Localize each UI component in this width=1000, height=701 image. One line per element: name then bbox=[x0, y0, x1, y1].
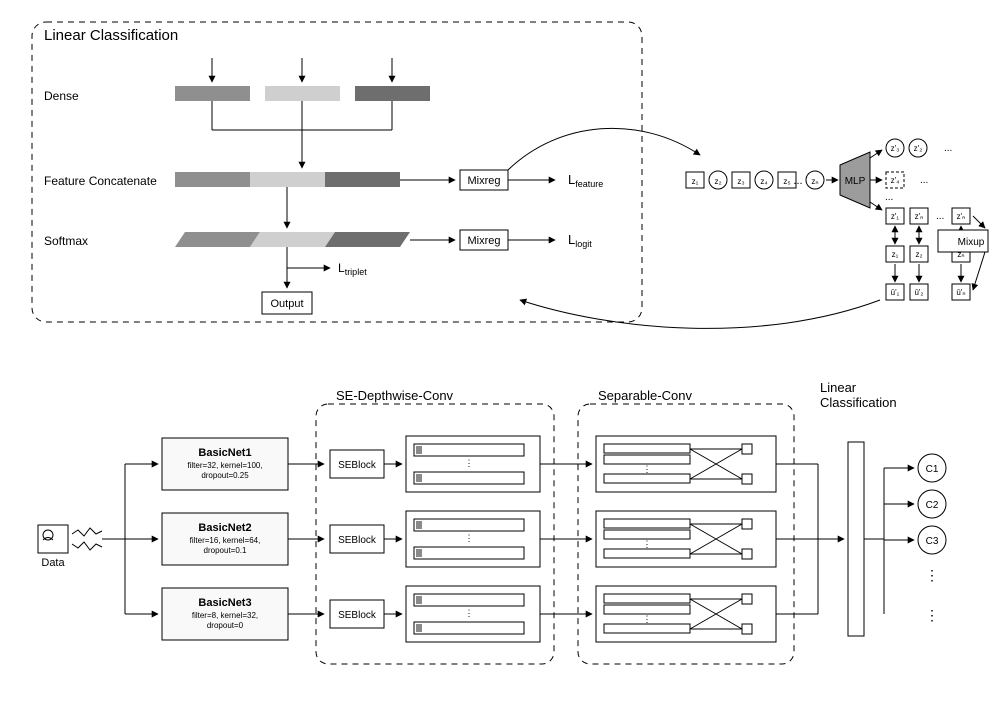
label-feature-concat: Feature Concatenate bbox=[44, 174, 157, 188]
svg-text:BasicNet3: BasicNet3 bbox=[198, 597, 251, 609]
title-linear-classification: Linear Classification bbox=[44, 27, 178, 44]
svg-text:...: ... bbox=[936, 211, 944, 222]
svg-text:SE-Depthwise-Conv: SE-Depthwise-Conv bbox=[336, 388, 454, 403]
svg-text:Mixup: Mixup bbox=[958, 237, 985, 248]
svg-text:...: ... bbox=[885, 192, 893, 203]
svg-text:⋮: ⋮ bbox=[643, 614, 652, 624]
L-logit: Llogit bbox=[568, 232, 592, 249]
svg-text:C1: C1 bbox=[926, 464, 939, 475]
svg-text:Mixreg: Mixreg bbox=[467, 175, 500, 187]
svg-text:ū'₂: ū'₂ bbox=[914, 288, 923, 297]
svg-text:...: ... bbox=[920, 175, 928, 186]
lower-pipeline: Data BasicNet1filter=32, kernel=100,drop… bbox=[38, 380, 946, 664]
svg-text:⋮: ⋮ bbox=[925, 607, 939, 623]
svg-text:z₄: z₄ bbox=[760, 177, 767, 186]
svg-text:ū'₁: ū'₁ bbox=[891, 288, 900, 297]
svg-text:dropout=0.1: dropout=0.1 bbox=[204, 546, 247, 555]
u-row: ū'₁ ū'₂ ū'ₙ bbox=[886, 284, 970, 300]
concat-a bbox=[175, 172, 250, 187]
svg-text:⋮: ⋮ bbox=[465, 458, 474, 468]
zprime-top: z'₃ z'₂ ... bbox=[886, 139, 952, 157]
svg-text:C2: C2 bbox=[926, 500, 939, 511]
svg-text:LinearClassification: LinearClassification bbox=[820, 380, 897, 410]
classifier-bar bbox=[848, 442, 864, 636]
svg-text:C3: C3 bbox=[926, 536, 939, 547]
svg-text:z'₁: z'₁ bbox=[891, 212, 900, 221]
svg-text:SEBlock: SEBlock bbox=[338, 535, 377, 546]
svg-text:z'₂: z'₂ bbox=[914, 144, 923, 153]
svg-text:Separable-Conv: Separable-Conv bbox=[598, 388, 692, 403]
svg-text:⋮: ⋮ bbox=[925, 567, 939, 583]
svg-text:z₁: z₁ bbox=[892, 250, 899, 259]
architecture-diagram: Linear Classification Dense Feature Conc… bbox=[0, 0, 1000, 701]
dense-block-a bbox=[175, 86, 250, 101]
svg-text:z'ₙ: z'ₙ bbox=[915, 212, 924, 221]
zprime-bot: z'₁ z'ₙ ... z'ₙ bbox=[886, 208, 970, 224]
svg-text:⋮: ⋮ bbox=[465, 533, 474, 543]
svg-text:⋮: ⋮ bbox=[465, 608, 474, 618]
svg-text:SEBlock: SEBlock bbox=[338, 460, 377, 471]
svg-text:BasicNet1: BasicNet1 bbox=[198, 447, 251, 459]
svg-text:dropout=0: dropout=0 bbox=[207, 621, 244, 630]
svg-text:ū'ₙ: ū'ₙ bbox=[956, 288, 965, 297]
svg-text:z'₄: z'₄ bbox=[891, 176, 900, 185]
svg-text:filter=32, kernel=100,: filter=32, kernel=100, bbox=[187, 461, 262, 470]
svg-text:SEBlock: SEBlock bbox=[338, 610, 377, 621]
dense-block-b bbox=[265, 86, 340, 101]
svg-text:dropout=0.25: dropout=0.25 bbox=[201, 471, 249, 480]
panel-linear-classification: Linear Classification Dense Feature Conc… bbox=[32, 22, 642, 322]
svg-text:MLP: MLP bbox=[845, 176, 866, 187]
svg-text:z₂: z₂ bbox=[714, 177, 721, 186]
svg-text:⋮: ⋮ bbox=[643, 539, 652, 549]
svg-text:filter=8, kernel=32,: filter=8, kernel=32, bbox=[192, 611, 258, 620]
svg-text:z₃: z₃ bbox=[737, 177, 744, 186]
mlp-cluster: z₁ z₂ z₃ z₄ z₅ zₙ ... MLP z'₃ z'₂ ... z'₄ ...… bbox=[508, 128, 988, 328]
L-triplet: Ltriplet bbox=[338, 261, 367, 277]
concat-c bbox=[325, 172, 400, 187]
dense-block-c bbox=[355, 86, 430, 101]
label-softmax: Softmax bbox=[44, 234, 88, 248]
svg-text:Data: Data bbox=[41, 557, 65, 569]
svg-text:...: ... bbox=[793, 175, 802, 187]
svg-text:⋮: ⋮ bbox=[643, 464, 652, 474]
softmax-bar bbox=[175, 232, 410, 247]
svg-text:z'₃: z'₃ bbox=[891, 144, 900, 153]
L-feature: Lfeature bbox=[568, 172, 603, 189]
label-dense: Dense bbox=[44, 89, 79, 103]
svg-text:filter=16, kernel=64,: filter=16, kernel=64, bbox=[190, 536, 261, 545]
zprime-mid: z'₄ ... bbox=[886, 172, 928, 188]
svg-text:Output: Output bbox=[270, 298, 303, 310]
svg-text:...: ... bbox=[944, 143, 952, 154]
svg-text:z'ₙ: z'ₙ bbox=[957, 212, 966, 221]
svg-text:Mixreg: Mixreg bbox=[467, 235, 500, 247]
concat-b bbox=[250, 172, 325, 187]
svg-text:zₙ: zₙ bbox=[811, 177, 818, 186]
svg-text:z₅: z₅ bbox=[783, 177, 790, 186]
svg-text:z₁: z₁ bbox=[692, 177, 699, 186]
data-icon bbox=[38, 525, 68, 553]
svg-text:BasicNet2: BasicNet2 bbox=[198, 522, 251, 534]
svg-text:z₂: z₂ bbox=[915, 250, 922, 259]
